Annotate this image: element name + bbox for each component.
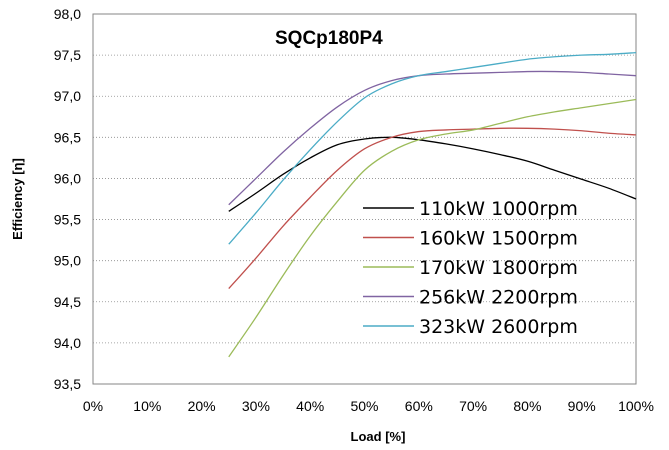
y-tick-label: 94,5 xyxy=(54,294,81,310)
y-tick-label: 95,5 xyxy=(54,212,81,228)
x-tick-label: 90% xyxy=(568,398,596,414)
x-axis-title: Load [%] xyxy=(351,429,406,444)
legend-label: 110kW 1000rpm xyxy=(419,198,578,220)
series-line xyxy=(228,70,637,206)
x-tick-label: 60% xyxy=(405,398,433,414)
x-tick-label: 10% xyxy=(133,398,161,414)
x-tick-label: 30% xyxy=(242,398,270,414)
legend-item: 323kW 2600rpm xyxy=(363,316,578,338)
x-tick-label: 40% xyxy=(296,398,324,414)
legend: 110kW 1000rpm 160kW 1500rpm 170kW 1800rpm 2… xyxy=(363,198,578,338)
legend-label: 256kW 2200rpm xyxy=(419,287,578,309)
series-line xyxy=(228,98,637,358)
y-tick-label: 96,5 xyxy=(54,129,81,145)
legend-item: 256kW 2200rpm xyxy=(363,287,578,309)
legend-item: 170kW 1800rpm xyxy=(363,257,578,279)
series-lines xyxy=(228,51,637,358)
x-tick-label: 100% xyxy=(618,398,654,414)
series-line xyxy=(228,127,637,290)
series-line xyxy=(228,51,637,245)
y-tick-label: 95,0 xyxy=(54,253,81,269)
x-tick-label: 0% xyxy=(83,398,103,414)
chart-title: SQCp180P4 xyxy=(275,28,383,49)
y-tick-label: 97,5 xyxy=(54,47,81,63)
x-tick-label: 50% xyxy=(350,398,378,414)
y-axis-title: Efficiency [η] xyxy=(10,158,25,240)
legend-item: 110kW 1000rpm xyxy=(363,198,578,220)
y-tick-label: 97,0 xyxy=(54,88,81,104)
series-line xyxy=(228,136,637,212)
legend-label: 323kW 2600rpm xyxy=(419,316,578,338)
gridlines xyxy=(93,54,636,344)
y-tick-label: 94,0 xyxy=(54,335,81,351)
x-tick-label: 70% xyxy=(459,398,487,414)
legend-item: 160kW 1500rpm xyxy=(363,228,578,250)
legend-label: 160kW 1500rpm xyxy=(419,228,578,250)
y-axis-tick-labels: 93,5 94,0 94,5 95,0 95,5 96,0 96,5 97,0 97,5 98,0 xyxy=(54,6,81,392)
y-tick-label: 93,5 xyxy=(54,376,81,392)
y-tick-label: 96,0 xyxy=(54,170,81,186)
x-tick-label: 80% xyxy=(513,398,541,414)
legend-label: 170kW 1800rpm xyxy=(419,257,578,279)
x-axis-tick-labels: 0% 10% 20% 30% 40% 50% 60% 70% 80% 90% 100% xyxy=(83,398,654,414)
x-tick-label: 20% xyxy=(188,398,216,414)
y-tick-label: 98,0 xyxy=(54,6,81,22)
